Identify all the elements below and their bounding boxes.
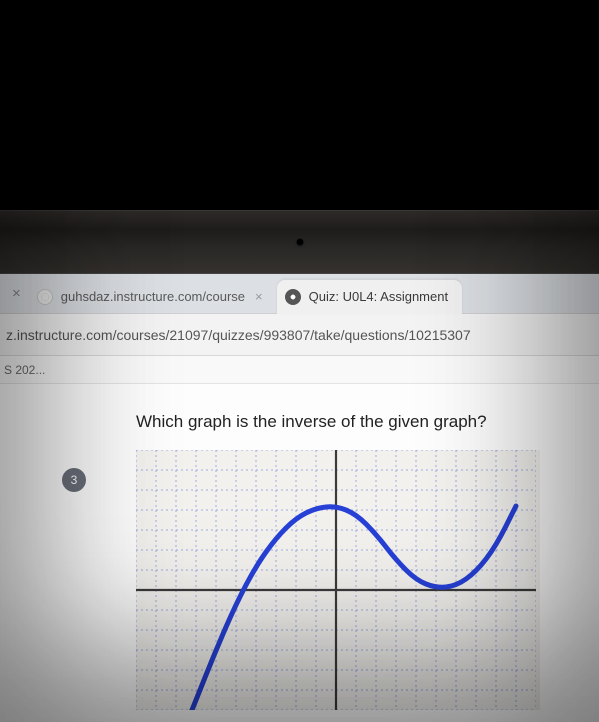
graph-svg [136,450,536,710]
browser-window: × guhsdaz.instructure.com/course × Quiz:… [0,274,599,722]
tab-label: Quiz: U0L4: Assignment [309,289,448,304]
address-bar-text: z.instructure.com/courses/21097/quizzes/… [6,327,471,343]
laptop-bezel [0,210,599,274]
tab-canvas-course[interactable]: guhsdaz.instructure.com/course × [29,280,277,314]
canvas-favicon-icon [37,289,53,305]
address-bar[interactable]: z.instructure.com/courses/21097/quizzes/… [0,314,599,356]
quiz-favicon-icon [285,289,301,305]
browser-tabstrip: × guhsdaz.instructure.com/course × Quiz:… [0,274,599,314]
question-body: Which graph is the inverse of the given … [130,384,599,722]
tab-label: guhsdaz.instructure.com/course [61,289,245,304]
question-number-badge[interactable]: 3 [62,468,86,492]
question-nav: 3 [0,384,130,722]
question-text: Which graph is the inverse of the given … [136,412,579,432]
quiz-content: 3 Which graph is the inverse of the give… [0,384,599,722]
camera-icon [296,239,303,246]
bookmark-item[interactable]: S 202... [4,363,45,377]
close-icon[interactable]: × [255,289,263,304]
close-icon[interactable]: × [4,285,29,302]
tab-quiz[interactable]: Quiz: U0L4: Assignment [277,280,462,314]
question-graph [136,450,540,710]
laptop-screen-black [0,0,599,210]
bookmarks-bar: S 202... [0,356,599,384]
